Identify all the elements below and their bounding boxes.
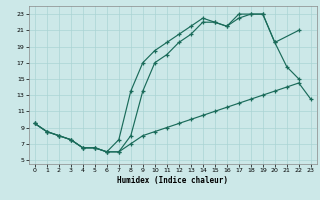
X-axis label: Humidex (Indice chaleur): Humidex (Indice chaleur) [117,176,228,185]
